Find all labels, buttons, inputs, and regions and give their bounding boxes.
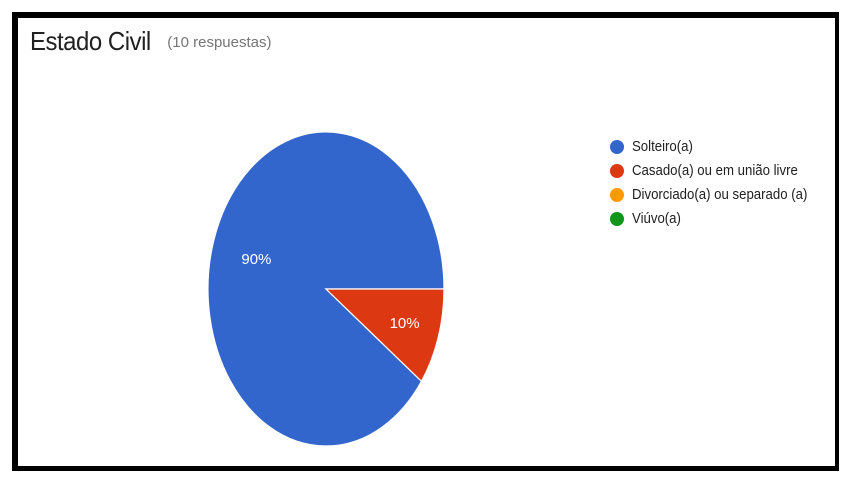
pie-slice[interactable] — [324, 288, 445, 383]
chart-legend: Solteiro(a) Casado(a) ou em união livre … — [610, 136, 831, 232]
chart-frame: Estado Civil (10 respuestas) 90% 10% Solt… — [12, 12, 839, 471]
legend-item[interactable]: Casado(a) ou em união livre — [610, 160, 831, 181]
title-row: Estado Civil (10 respuestas) — [30, 26, 272, 57]
legend-item[interactable]: Solteiro(a) — [610, 136, 831, 157]
legend-item[interactable]: Viúvo(a) — [610, 208, 831, 229]
response-count: (10 respuestas) — [167, 34, 272, 51]
legend-label: Divorciado(a) ou separado (a) — [632, 186, 808, 203]
slice-label: 10% — [390, 315, 420, 332]
legend-label: Casado(a) ou em união livre — [632, 162, 798, 179]
pie-chart: 90% 10% — [207, 131, 445, 447]
legend-swatch — [610, 187, 624, 202]
legend-item[interactable]: Divorciado(a) ou separado (a) — [610, 184, 831, 205]
chart-title: Estado Civil — [30, 26, 151, 56]
legend-label: Viúvo(a) — [632, 210, 681, 227]
legend-swatch — [610, 139, 624, 154]
slice-label: 90% — [241, 251, 271, 268]
legend-swatch — [610, 211, 624, 226]
legend-label: Solteiro(a) — [632, 138, 693, 155]
legend-swatch — [610, 163, 624, 178]
